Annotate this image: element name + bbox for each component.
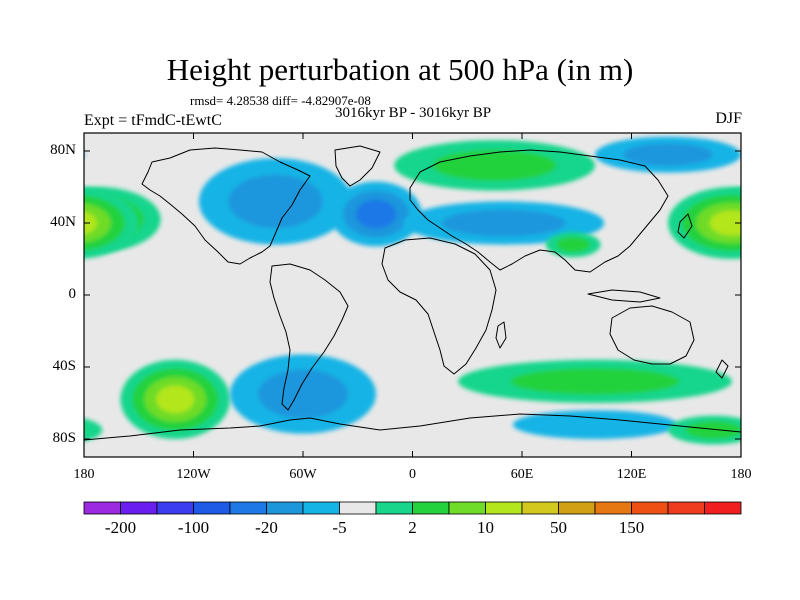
anomaly-contour [512,410,678,439]
coastline-africa [381,237,497,375]
colorbar-swatch [521,501,559,515]
stats-text: rmsd= 4.28538 diff= -4.82907e-08 [190,93,371,108]
colorbar-swatch [193,501,231,515]
coastline-australia [609,305,695,365]
plot-title: Height perturbation at 500 hPa (in m) [166,52,634,87]
coastline-greenland [334,145,381,187]
anomaly-region [120,359,800,439]
lon-tick-label: 180 [73,467,95,482]
colorbar-swatch [266,501,304,515]
colorbar-swatch [412,501,450,515]
coastline-new-zealand [715,359,729,379]
anomaly-contour [556,236,590,253]
colorbar-swatch [485,501,523,515]
anomaly-contour [789,368,800,430]
anomaly-contour [709,210,741,236]
colorbar-swatch [83,501,121,515]
lon-tick-label: 0 [409,467,416,482]
coastline-north-america [141,147,311,265]
anomaly-contour [441,209,566,237]
colorbar-swatch [339,501,377,515]
period-text: 3016kyr BP - 3016kyr BP [334,105,492,121]
colorbar-label: -200 [104,518,137,537]
lon-tick-label: 180 [730,467,752,482]
coastline-indonesia [587,289,661,303]
coastline-layer [84,145,741,441]
season-label: DJF [715,110,742,127]
coastline-eurasia [409,149,669,273]
colorbar-swatch [302,501,340,515]
anomaly-contour [778,360,800,439]
lat-tick-label: 40N [50,214,76,230]
colorbar-swatch [448,501,486,515]
latitude-ticks [84,150,741,440]
anomaly-fill-layer [84,136,800,445]
anomaly-region [330,181,422,247]
colorbar-label: -100 [177,518,210,537]
colorbar-swatch [156,501,194,515]
colorbar-swatch [229,501,267,515]
anomaly-contour [355,199,397,229]
colorbar-label: 50 [550,518,567,537]
anomaly-region [595,136,741,173]
colorbar-swatch [375,501,413,515]
colorbar-label: -20 [255,518,278,537]
coastline-south-america [269,263,349,411]
colorbar [83,501,742,515]
colorbar-label: -5 [332,518,347,537]
anomaly-contour [432,149,557,181]
coastline-antarctica [84,413,741,441]
colorbar-label: 10 [477,518,494,537]
anomaly-region [84,187,741,259]
anomaly-contour [685,421,741,439]
lat-tick-label: 0 [68,286,77,302]
anomaly-contour [258,369,348,419]
colorbar-swatch [667,501,705,515]
colorbar-label: 2 [408,518,417,537]
colorbar-swatch [704,501,742,515]
anomaly-region [198,158,353,245]
anomaly-contour [84,211,98,235]
longitude-ticks [83,133,742,457]
anomaly-contour [156,385,195,414]
lon-tick-label: 60W [289,467,317,482]
anomaly-contour [623,143,713,166]
lon-tick-label: 120E [616,467,647,482]
anomaly-region [512,410,678,439]
experiment-label: Expt = tFmdC-tEwtC [84,112,222,129]
colorbar-swatch [558,501,596,515]
lon-tick-label: 120W [176,467,211,482]
anomaly-contour [510,368,680,395]
anomaly-region [403,201,605,245]
lon-tick-label: 60E [510,467,534,482]
anomaly-contour [84,203,111,243]
anomaly-contour [228,174,323,228]
lat-tick-label: 80S [52,430,76,446]
anomaly-region [458,359,732,403]
anomaly-region [84,415,741,445]
anomaly-region [545,232,601,258]
anomaly-contour [84,418,103,442]
anomaly-region [230,354,376,434]
colorbar-swatch [120,501,158,515]
lat-tick-label: 80N [50,142,76,158]
colorbar-swatch [594,501,632,515]
colorbar-label: 150 [618,518,645,537]
coastline-madagascar [495,321,507,349]
lat-tick-label: 40S [52,358,76,374]
colorbar-swatch [631,501,669,515]
coastline-japan [677,213,693,239]
